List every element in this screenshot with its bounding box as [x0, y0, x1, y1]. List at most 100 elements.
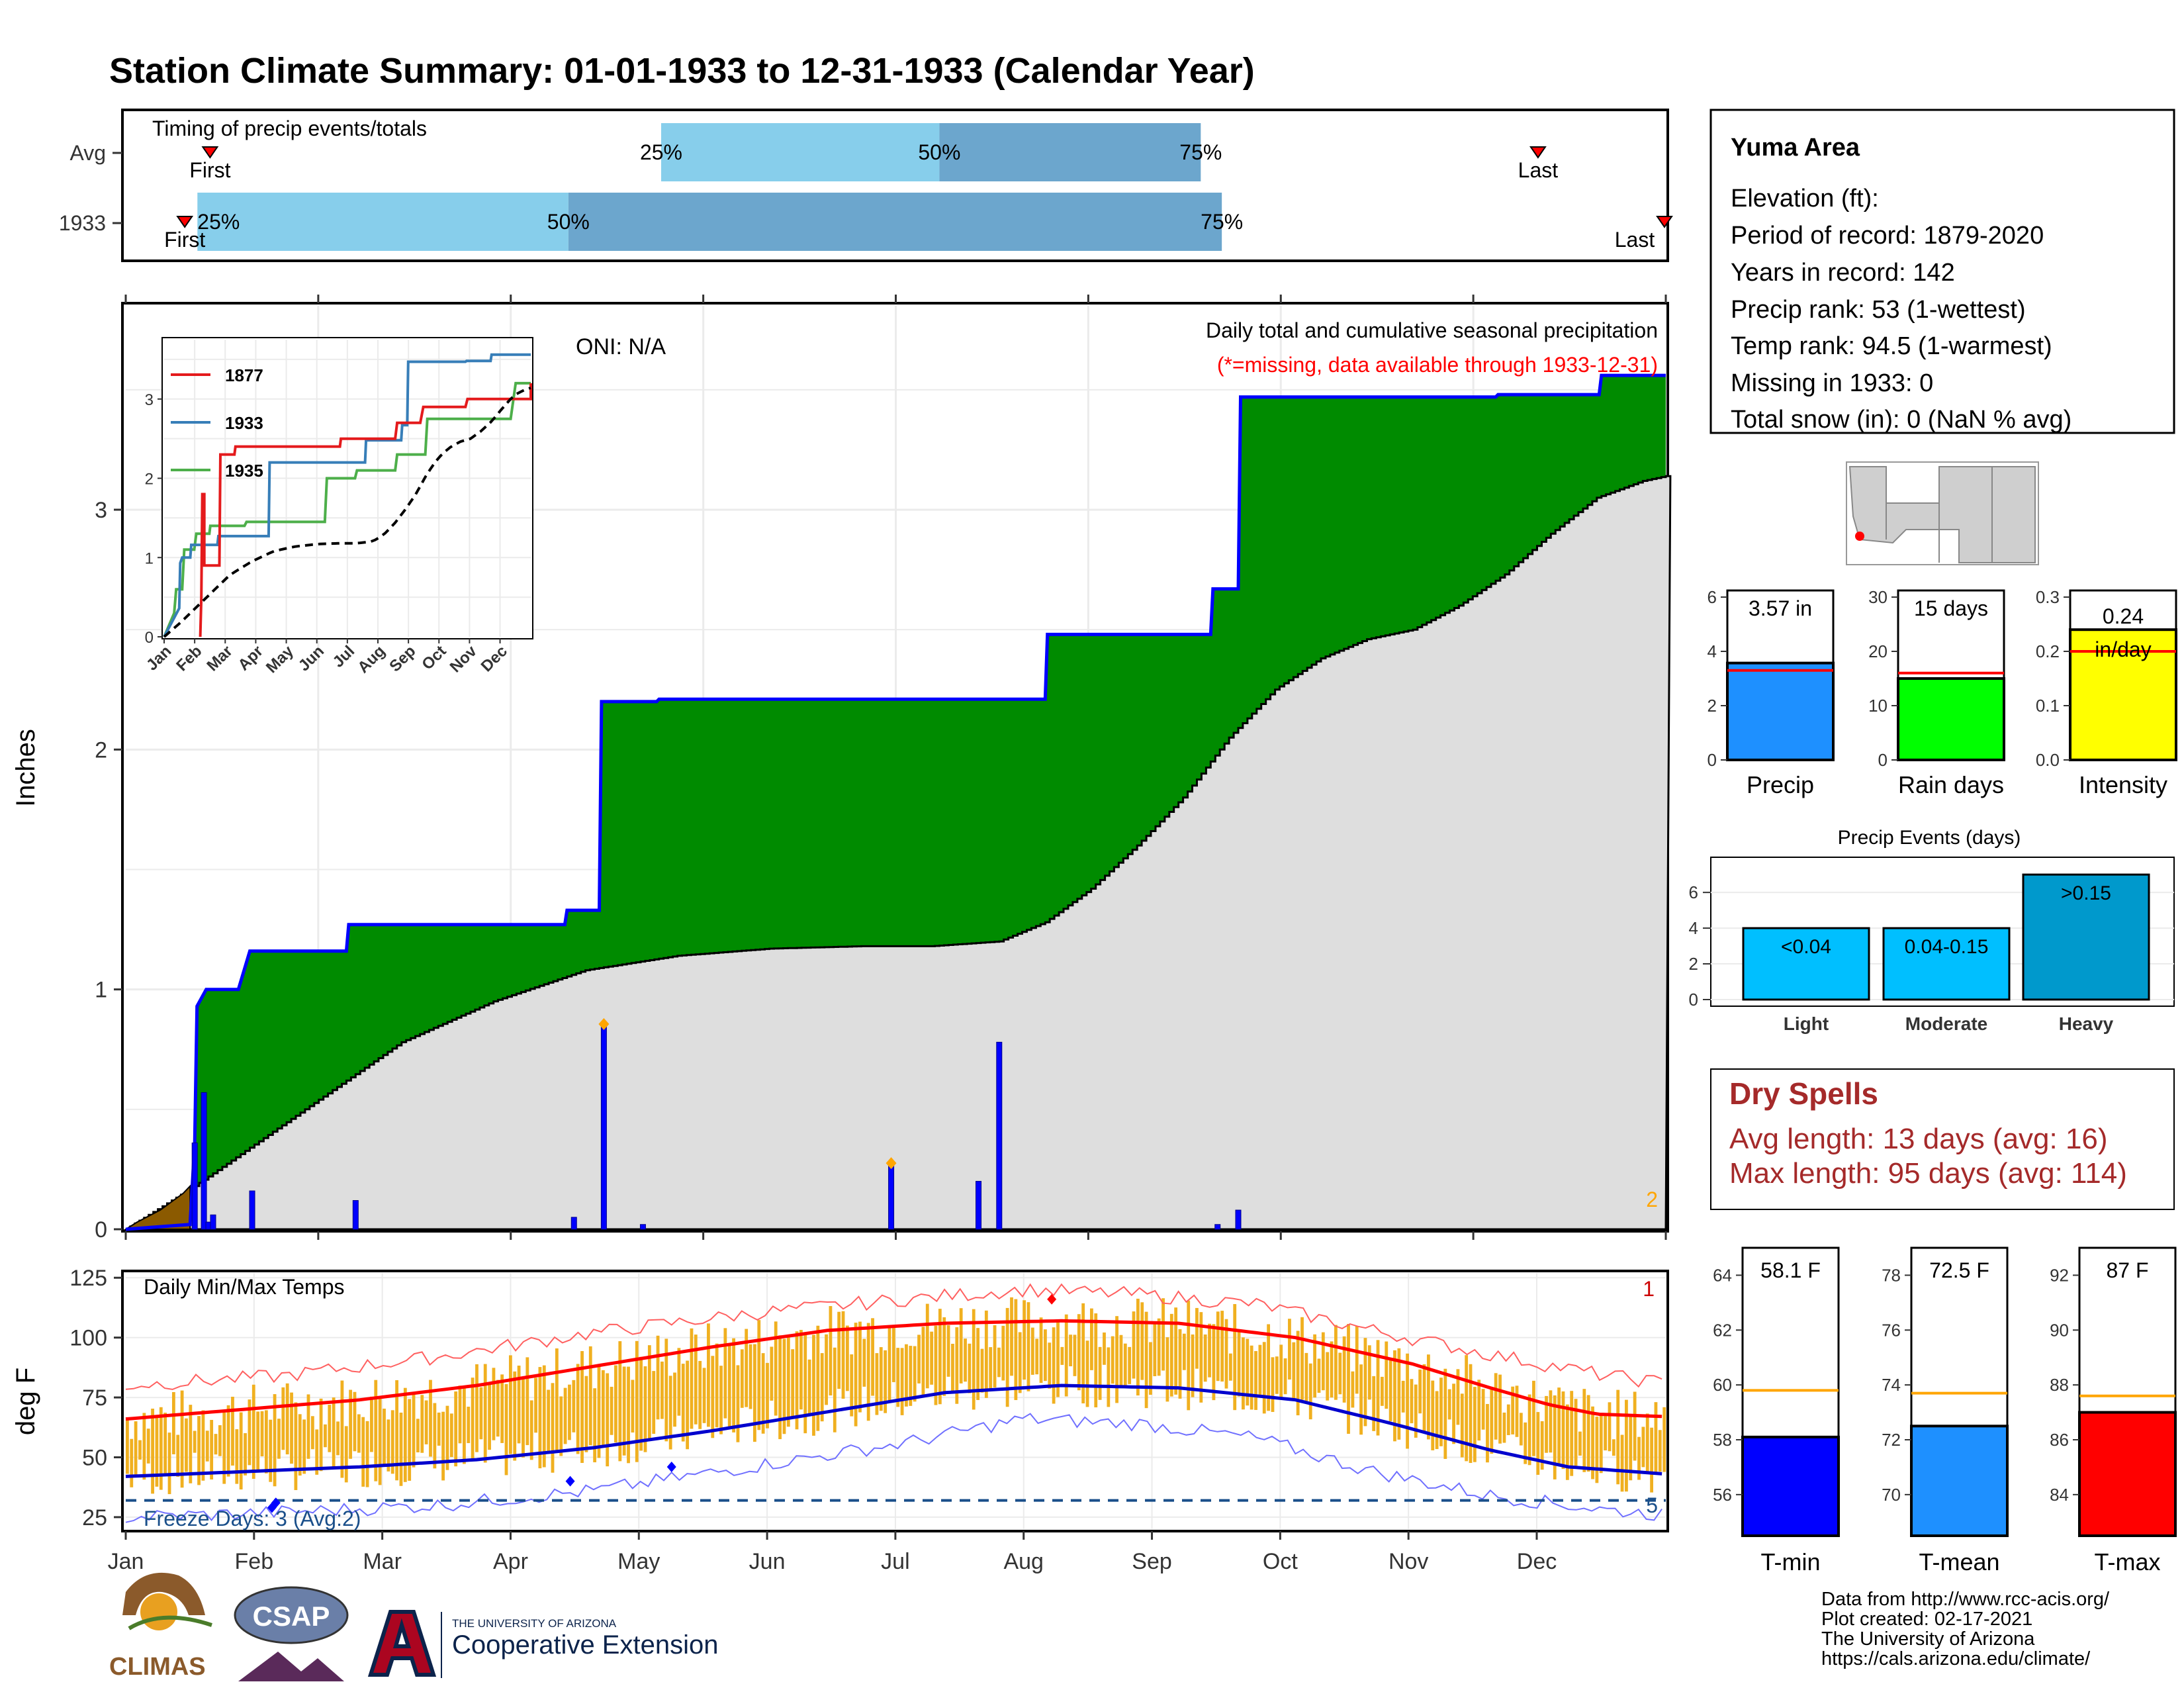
daily-temp-bar [1553, 1395, 1557, 1479]
daily-temp-bar [454, 1391, 458, 1467]
daily-temp-bar [673, 1372, 676, 1427]
daily-temp-bar [349, 1389, 353, 1459]
daily-temp-bar [273, 1394, 277, 1487]
daily-temp-bar [1317, 1358, 1321, 1393]
daily-temp-bar [504, 1383, 508, 1476]
daily-temp-bar [260, 1411, 264, 1457]
daily-precip-bar-8 [639, 1224, 646, 1230]
daily-temp-bar [1595, 1417, 1599, 1483]
stat-ytick-label-1-3: 30 [1868, 587, 1888, 607]
daily-temp-bar [1633, 1391, 1637, 1461]
events-category-2: Heavy [2059, 1013, 2114, 1034]
temp-title: Daily Min/Max Temps [144, 1275, 344, 1299]
daily-temp-bar [1195, 1307, 1199, 1369]
precip-cumulative-line [125, 373, 1666, 1231]
inset-series-average [163, 387, 531, 638]
daily-temp-bar [913, 1346, 917, 1402]
climas-logo: CLIMAS [109, 1572, 212, 1681]
daily-temp-bar [1224, 1319, 1228, 1389]
daily-temp-bar [1279, 1344, 1283, 1398]
temp-stat-ytick-label-1-0: 70 [1882, 1485, 1901, 1505]
temp-right-bottom: 5 [1646, 1493, 1658, 1517]
daily-temp-bar [226, 1405, 230, 1477]
daily-temp-bar [1010, 1297, 1013, 1376]
daily-temp-bar [588, 1346, 592, 1446]
temp-stat-ytick-label-0-2: 60 [1713, 1375, 1732, 1395]
daily-temp-bar [353, 1391, 357, 1452]
daily-temp-bar [1039, 1317, 1043, 1383]
daily-temp-bar [1220, 1311, 1224, 1382]
stat-ytick-label-1-0: 0 [1878, 750, 1888, 770]
daily-temp-bar [126, 1419, 129, 1474]
stat-ytick-label-2-3: 0.3 [2036, 587, 2060, 607]
station-elevation: Elevation (ft): [1731, 185, 1879, 212]
daily-temp-bar [879, 1347, 883, 1411]
timing-q25-label-0: 25% [640, 140, 682, 164]
temp-month-label-7: Aug [1003, 1549, 1044, 1574]
daily-temp-bar [715, 1343, 719, 1428]
stat-value-line2-2: in/day [2095, 637, 2151, 661]
daily-temp-bar [736, 1365, 740, 1442]
daily-temp-bar [251, 1384, 255, 1479]
daily-temp-bar [1570, 1391, 1574, 1476]
daily-temp-bar [997, 1347, 1001, 1378]
precip-deficit-area [123, 1184, 191, 1230]
daily-temp-bar [441, 1411, 445, 1481]
daily-temp-bar [1608, 1402, 1612, 1452]
daily-precip-bar-5 [352, 1200, 359, 1230]
daily-temp-bar [795, 1331, 799, 1430]
daily-temp-bar [1431, 1380, 1435, 1450]
daily-temp-bar [597, 1366, 601, 1458]
daily-temp-bar [547, 1389, 551, 1452]
daily-temp-bar [218, 1425, 222, 1456]
daily-temp-bar [319, 1398, 323, 1472]
temp-stat-bar-0 [1741, 1435, 1840, 1538]
temp-stat-value-0: 58.1 F [1760, 1258, 1821, 1282]
daily-temp-bar [1645, 1413, 1649, 1474]
daily-temp-bar [1288, 1319, 1291, 1380]
locator-map [1846, 461, 2039, 565]
daily-temp-bar [1064, 1314, 1068, 1397]
daily-temp-bar [378, 1397, 382, 1485]
daily-temp-bar [1212, 1324, 1216, 1401]
daily-temp-bar [395, 1380, 398, 1481]
daily-temp-bar [306, 1394, 310, 1459]
inset-ytick-label-0: 0 [145, 629, 154, 647]
temp-ytick-label-3: 100 [69, 1326, 107, 1351]
daily-temp-bar [1271, 1357, 1275, 1412]
daily-temp-bar [1426, 1354, 1430, 1440]
daily-temp-bar [1616, 1389, 1620, 1485]
daily-precip-bar-7 [600, 1025, 607, 1230]
daily-temp-bar [1300, 1317, 1304, 1400]
temp-plot [125, 1273, 1666, 1529]
timing-bars: 25% 50% 75% First Last 25% 50% 75% First Last [164, 123, 1673, 252]
timing-panel: 25% 50% 75% First Last 25% 50% 75% First Last Tim… [59, 109, 1673, 262]
daily-temp-bar [1498, 1374, 1502, 1444]
daily-temp-bar [614, 1365, 617, 1443]
daily-temp-bar [968, 1343, 972, 1393]
page-title: Station Climate Summary: 01-01-1933 to 1… [109, 51, 1255, 91]
daily-precip-bar-3 [210, 1214, 216, 1230]
temp-month-label-5: Jun [749, 1549, 786, 1574]
daily-temp-bar [424, 1400, 428, 1444]
daily-temp-bar [1258, 1344, 1262, 1397]
credit-data-source: Data from http://www.rcc-acis.org/ [1821, 1589, 2110, 1610]
daily-temp-bar [984, 1310, 988, 1398]
temp-month-label-8: Sep [1132, 1549, 1172, 1574]
daily-temp-bar [719, 1366, 723, 1434]
precip-panel: Inches ONI: N/A Daily total and cumulati… [11, 295, 1672, 1243]
inset-ytick-label-3: 3 [145, 391, 154, 409]
temp-stat-ytick-label-1-3: 76 [1882, 1320, 1901, 1340]
daily-temp-bar [256, 1411, 260, 1472]
daily-temp-bar [1347, 1324, 1350, 1434]
temp-stat-ytick-label-2-2: 88 [2050, 1375, 2069, 1395]
daily-temp-bar [778, 1335, 782, 1440]
daily-temp-bar [167, 1432, 171, 1495]
daily-temp-bar [1574, 1399, 1578, 1466]
daily-temp-bar [365, 1421, 369, 1487]
daily-temp-bar [1023, 1300, 1026, 1380]
daily-temp-bar [875, 1353, 879, 1415]
daily-temp-bar [1149, 1342, 1152, 1395]
timing-first-label-0: First [189, 158, 230, 182]
